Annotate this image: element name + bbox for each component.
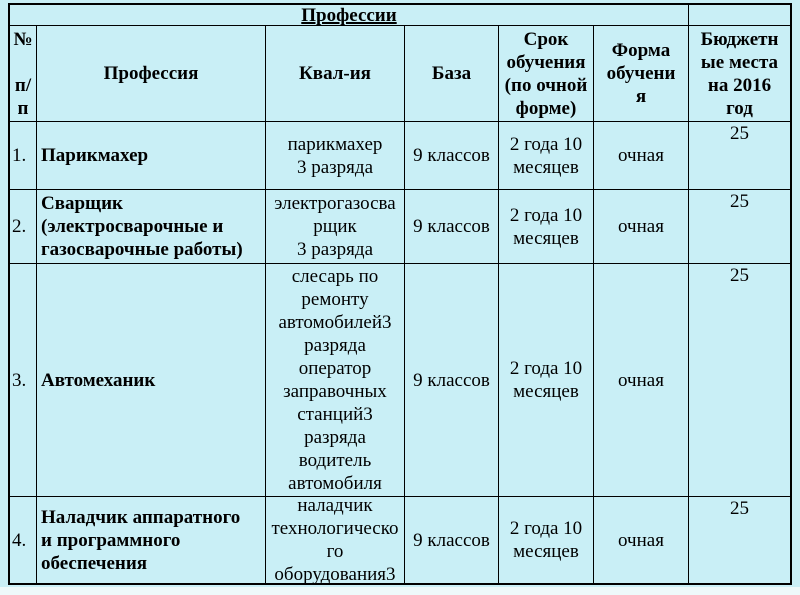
row-3-form: очная [594, 264, 689, 497]
row-3-base: 9 классов [405, 264, 499, 497]
row-1-num: 1. [10, 122, 37, 190]
col-header-form: Форма обучени я [594, 26, 689, 122]
col-header-budget: Бюджетн ые места на 2016 год [689, 26, 790, 122]
row-3-num: 3. [10, 264, 37, 497]
row-1-duration: 2 года 10 месяцев [499, 122, 594, 190]
row-4-num: 4. [10, 497, 37, 583]
col-header-duration: Срок обучения (по очной форме) [499, 26, 594, 122]
row-4-budget: 25 [689, 497, 790, 583]
row-2-qualification: электрогазосва рщик 3 разряда [266, 190, 405, 264]
row-1-form: очная [594, 122, 689, 190]
row-4-base: 9 классов [405, 497, 499, 583]
row-4-form: очная [594, 497, 689, 583]
page-bottom-strip [0, 587, 800, 595]
title-row-empty-cell [689, 5, 790, 26]
row-1-qualification: парикмахер 3 разряда [266, 122, 405, 190]
row-2-profession: Сварщик (электросварочные и газосварочны… [37, 190, 266, 264]
row-2-duration: 2 года 10 месяцев [499, 190, 594, 264]
row-1-profession: Парикмахер [37, 122, 266, 190]
row-3-duration: 2 года 10 месяцев [499, 264, 594, 497]
row-4-profession: Наладчик аппаратного и программного обес… [37, 497, 266, 583]
row-2-form: очная [594, 190, 689, 264]
col-header-base: База [405, 26, 499, 122]
row-3-qualification: слесарь по ремонту автомобилей3 разряда … [266, 264, 405, 497]
row-1-base: 9 классов [405, 122, 499, 190]
col-header-num: № п/ п [10, 26, 37, 122]
table-title-cell: Профессии [10, 5, 689, 26]
row-4-duration: 2 года 10 месяцев [499, 497, 594, 583]
row-2-budget: 25 [689, 190, 790, 264]
col-header-profession: Профессия [37, 26, 266, 122]
row-4-qualification: наладчик технологическо го оборудования3 [266, 497, 405, 583]
col-header-qualification: Квал-ия [266, 26, 405, 122]
table-title: Профессии [301, 5, 397, 26]
row-2-num: 2. [10, 190, 37, 264]
row-2-base: 9 классов [405, 190, 499, 264]
professions-table: Профессии № п/ п Профессия Квал-ия База … [8, 3, 792, 585]
row-3-profession: Автомеханик [37, 264, 266, 497]
row-3-budget: 25 [689, 264, 790, 497]
row-1-budget: 25 [689, 122, 790, 190]
